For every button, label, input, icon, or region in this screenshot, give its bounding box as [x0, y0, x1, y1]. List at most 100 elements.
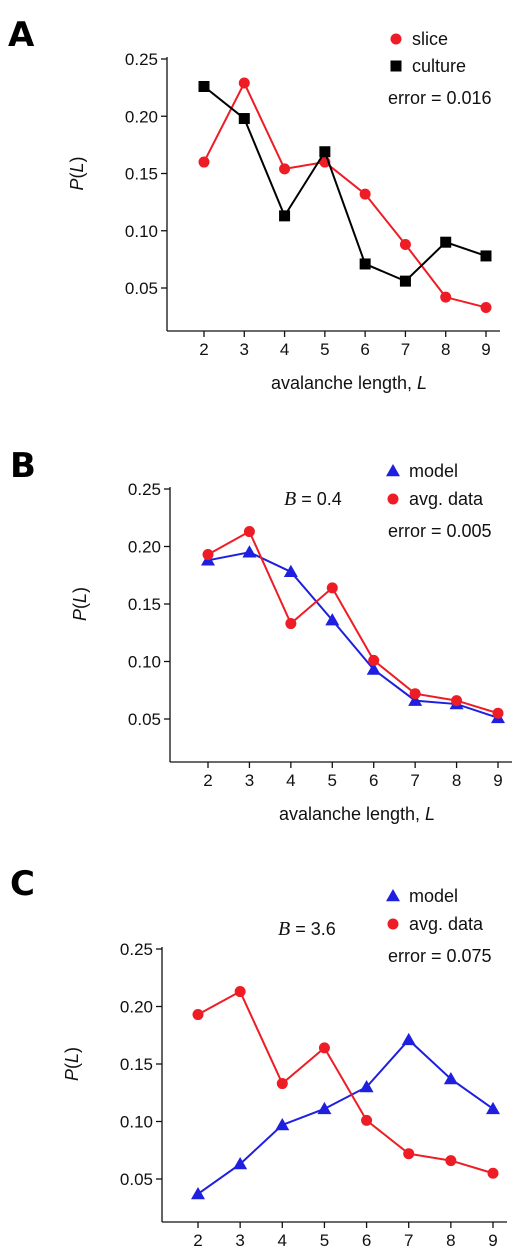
series-slice [198, 77, 492, 313]
x-axis-label: avalanche length, L [271, 373, 427, 393]
x-tick-label: 4 [286, 771, 295, 790]
y-axis-label: P(L) [70, 587, 90, 621]
data-point [317, 1101, 332, 1115]
x-axis-label: avalanche length, L [279, 804, 435, 824]
y-tick-label: 0.05 [120, 1170, 153, 1189]
series-line [197, 1038, 494, 1195]
data-point [276, 1078, 288, 1090]
x-tick-label: 7 [410, 771, 419, 790]
data-point [487, 1167, 499, 1179]
series-line [203, 85, 487, 283]
data-point [238, 77, 250, 89]
data-point [408, 693, 423, 706]
x-tick-label: 6 [360, 340, 369, 359]
data-point [233, 1157, 248, 1170]
data-point [279, 163, 291, 175]
series-line [197, 990, 494, 1175]
y-tick-label: 0.05 [125, 279, 158, 298]
data-point [242, 545, 257, 558]
x-tick-label: 7 [401, 340, 410, 359]
legend: model avg. data [386, 886, 484, 934]
data-point [366, 662, 381, 675]
x-tick-label: 9 [488, 1231, 497, 1250]
data-point [198, 156, 210, 168]
x-tick-label: 3 [240, 340, 249, 359]
legend-label: avg. data [409, 489, 484, 509]
y-tick-label: 0.20 [120, 998, 153, 1017]
y-tick-label: 0.20 [125, 107, 158, 126]
x-tick-label: 8 [452, 771, 461, 790]
data-point [486, 1101, 500, 1115]
legend-marker [390, 60, 402, 72]
data-point [445, 1155, 457, 1167]
data-point [492, 707, 504, 719]
panel-label: C [10, 864, 35, 904]
x-tick-label: 2 [199, 340, 208, 359]
data-point [359, 1080, 374, 1093]
data-point [399, 275, 411, 287]
data-point [403, 1148, 415, 1160]
data-point [409, 688, 421, 700]
data-point [238, 113, 250, 125]
data-point [202, 549, 214, 561]
data-point [275, 1117, 290, 1131]
x-tick-label: 5 [320, 1231, 329, 1250]
y-tick-label: 0.10 [128, 653, 161, 672]
data-point [283, 564, 298, 578]
series-avg-data [202, 526, 504, 719]
x-tick-label: 8 [446, 1231, 455, 1250]
legend-marker [390, 33, 402, 45]
x-tick-label: 7 [404, 1231, 413, 1250]
data-point [359, 188, 371, 200]
data-point [326, 582, 338, 594]
panel-label: B [10, 446, 36, 486]
y-axis-label: P(L) [67, 156, 87, 190]
x-tick-label: 2 [203, 771, 212, 790]
x-tick-label: 6 [362, 1231, 371, 1250]
data-point [234, 986, 246, 998]
y-tick-label: 0.25 [120, 940, 153, 959]
y-tick-label: 0.15 [125, 165, 158, 184]
chart-panel-b: B 0.05 0.10 0.15 0.20 0.25 2 3 4 5 6 7 8 9 avalanche l… [10, 446, 512, 824]
data-point [401, 1032, 416, 1046]
legend-marker [386, 464, 400, 477]
error-annotation: error = 0.005 [388, 521, 492, 541]
y-tick-label: 0.25 [128, 480, 161, 499]
chart-panel-a: A 0.05 0.10 0.15 0.20 0.25 2 3 4 5 6 7 8 9 avalanche l… [8, 15, 500, 393]
legend: slice culture [390, 29, 466, 76]
series-line [207, 530, 499, 715]
series-line [203, 80, 487, 309]
error-annotation: error = 0.016 [388, 88, 492, 108]
legend-marker [387, 918, 399, 930]
x-tick-label: 2 [193, 1231, 202, 1250]
y-axis-label: P(L) [62, 1047, 82, 1081]
legend-marker [386, 889, 400, 902]
data-point [443, 1071, 458, 1085]
data-point [318, 1042, 330, 1054]
x-tick-label: 4 [278, 1231, 287, 1250]
data-point [325, 613, 340, 626]
data-point [191, 1186, 205, 1200]
data-point [198, 80, 210, 92]
error-annotation: error = 0.075 [388, 946, 492, 966]
y-tick-label: 0.15 [120, 1055, 153, 1074]
y-tick-label: 0.25 [125, 50, 158, 69]
data-point [192, 1009, 204, 1021]
data-point [285, 618, 297, 630]
data-point [480, 301, 492, 313]
legend-marker [387, 493, 399, 505]
data-point [279, 210, 291, 222]
x-tick-label: 5 [320, 340, 329, 359]
legend-label: model [409, 461, 458, 481]
legend: model avg. data [386, 461, 484, 509]
data-point [440, 291, 452, 303]
legend-label: culture [412, 56, 466, 76]
x-tick-label: 3 [245, 771, 254, 790]
series-model [191, 1032, 500, 1200]
x-tick-label: 6 [369, 771, 378, 790]
data-point [440, 236, 452, 248]
data-point [451, 695, 463, 707]
data-point [243, 526, 255, 538]
